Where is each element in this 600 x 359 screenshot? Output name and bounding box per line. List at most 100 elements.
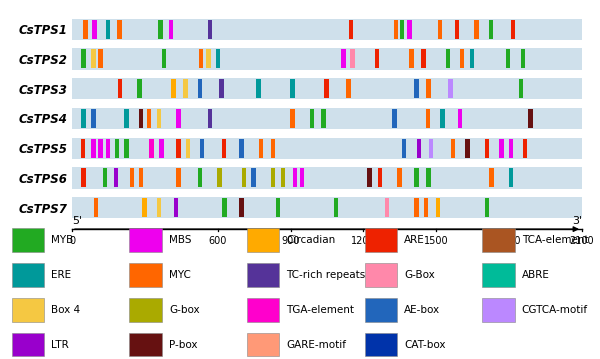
Bar [281,168,285,187]
Text: 600: 600 [209,236,227,246]
FancyBboxPatch shape [247,264,280,286]
Text: Circadian: Circadian [286,235,336,245]
Bar [83,20,88,39]
Bar [446,50,450,69]
FancyBboxPatch shape [482,298,515,322]
Bar [509,168,513,187]
Text: 1200: 1200 [351,236,376,246]
Bar [325,79,329,98]
Bar [341,50,346,69]
Bar [158,20,163,39]
Bar [106,139,110,158]
Bar [186,139,190,158]
Bar [421,50,426,69]
Bar [455,20,459,39]
Bar [409,50,414,69]
Bar [82,168,86,187]
FancyBboxPatch shape [365,333,397,356]
Bar [117,20,122,39]
Bar [157,198,161,217]
Text: G-box: G-box [169,305,200,315]
Bar [470,50,475,69]
Bar [118,79,122,98]
Bar [106,20,110,39]
Bar [159,139,164,158]
Bar [98,50,103,69]
Bar [414,79,419,98]
Bar [199,50,203,69]
Bar [72,48,582,70]
Bar [91,50,95,69]
Bar [91,139,95,158]
Text: ABRE: ABRE [521,270,550,280]
Bar [523,139,527,158]
Bar [414,168,419,187]
FancyBboxPatch shape [365,228,397,252]
Text: MYB: MYB [51,235,74,245]
Text: 1500: 1500 [424,236,449,246]
FancyBboxPatch shape [365,298,397,322]
Bar [176,109,181,128]
Text: G-Box: G-Box [404,270,435,280]
FancyBboxPatch shape [365,264,397,286]
Bar [425,109,430,128]
Bar [489,20,493,39]
Bar [219,79,224,98]
Bar [256,79,260,98]
Bar [392,109,397,128]
Bar [217,168,222,187]
Bar [208,109,212,128]
Bar [142,198,146,217]
FancyBboxPatch shape [482,228,515,252]
Bar [474,20,479,39]
Bar [402,139,406,158]
Text: TC-rich repeats: TC-rich repeats [286,270,366,280]
FancyBboxPatch shape [247,333,280,356]
Bar [349,20,353,39]
Bar [130,168,134,187]
FancyBboxPatch shape [247,298,280,322]
FancyBboxPatch shape [130,264,162,286]
Bar [416,139,421,158]
Bar [72,78,582,99]
Bar [509,139,513,158]
Bar [400,20,404,39]
Bar [139,168,143,187]
Bar [397,168,401,187]
Bar [276,198,280,217]
Bar [394,20,398,39]
Bar [98,139,103,158]
Bar [414,198,419,217]
Bar [440,109,445,128]
Bar [499,139,503,158]
Text: 0: 0 [69,236,75,246]
Bar [72,197,582,218]
FancyBboxPatch shape [12,298,44,322]
Bar [239,198,244,217]
Bar [184,79,188,98]
Bar [91,109,95,128]
Bar [451,139,455,158]
Bar [92,20,97,39]
Text: P-box: P-box [169,340,197,350]
Bar [206,50,211,69]
Bar [124,109,129,128]
Bar [82,50,86,69]
Bar [310,109,314,128]
FancyBboxPatch shape [482,264,515,286]
Bar [438,20,442,39]
Bar [223,198,227,217]
Text: AE-box: AE-box [404,305,440,315]
Text: MYC: MYC [169,270,191,280]
Bar [506,50,510,69]
Bar [139,109,143,128]
Bar [529,109,533,128]
Bar [407,20,412,39]
Bar [485,198,489,217]
Bar [174,198,178,217]
Bar [465,139,470,158]
Text: MBS: MBS [169,235,191,245]
Bar [242,168,246,187]
Bar [82,109,86,128]
Bar [385,198,389,217]
